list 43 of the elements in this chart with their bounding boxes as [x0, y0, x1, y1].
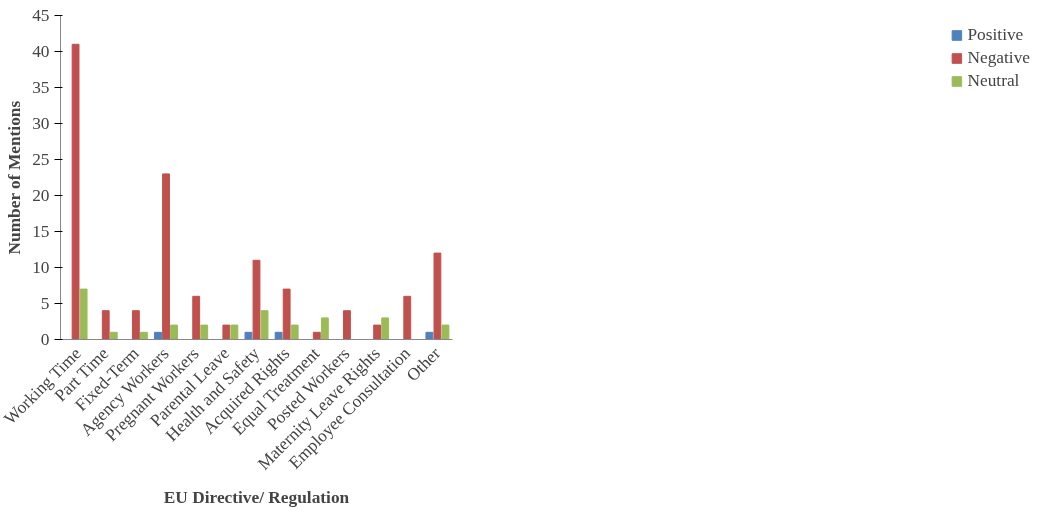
bar — [312, 331, 321, 340]
bar — [140, 331, 148, 340]
bar — [200, 324, 209, 340]
bar — [230, 324, 239, 340]
bar — [282, 288, 291, 340]
bar — [101, 310, 110, 340]
y-axis-title: Number of Mentions — [5, 100, 25, 255]
y-tick-label: 10 — [32, 258, 50, 277]
bar — [373, 324, 382, 340]
legend-label: Positive — [967, 25, 1024, 45]
legend-label: Negative — [967, 48, 1030, 68]
y-tick-label: 25 — [32, 150, 50, 169]
bar — [403, 295, 412, 340]
bar — [381, 317, 390, 340]
y-tick-label: 15 — [32, 222, 50, 241]
bar — [274, 331, 283, 340]
y-tick-label: 40 — [32, 42, 50, 61]
bar — [154, 331, 162, 340]
y-tick-label: 30 — [32, 114, 50, 133]
bar — [79, 288, 88, 340]
bar — [252, 259, 261, 340]
x-axis-title: EU Directive/ Regulation — [163, 488, 350, 508]
bar — [170, 324, 178, 340]
bar — [320, 317, 329, 340]
y-tick-label: 5 — [40, 294, 50, 313]
legend-label: Neutral — [967, 71, 1020, 91]
bar — [260, 310, 269, 340]
bar — [192, 295, 201, 340]
y-tick-label: 35 — [32, 78, 50, 97]
y-tick-label: 20 — [32, 186, 50, 205]
bar — [425, 331, 434, 340]
bar — [441, 324, 450, 340]
bar — [109, 331, 118, 340]
bar — [131, 310, 140, 340]
bar — [290, 324, 299, 340]
bar — [162, 173, 170, 340]
bar — [71, 43, 80, 340]
y-tick-label: 0 — [40, 330, 50, 349]
y-tick-label: 45 — [32, 6, 50, 25]
bar — [343, 310, 351, 340]
bar — [222, 324, 231, 340]
bar — [433, 252, 442, 340]
bar — [244, 331, 253, 340]
